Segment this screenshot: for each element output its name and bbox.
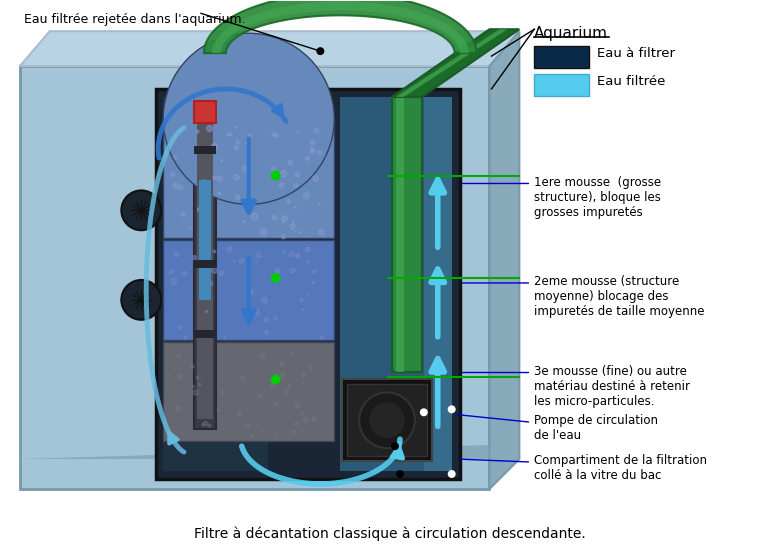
Bar	[199, 180, 211, 300]
Circle shape	[163, 33, 335, 205]
Text: Eau filtrée rejetée dans l'aquarium.: Eau filtrée rejetée dans l'aquarium.	[24, 13, 246, 26]
Bar	[163, 97, 268, 471]
Polygon shape	[490, 31, 519, 489]
Bar	[340, 97, 452, 471]
Polygon shape	[212, 2, 469, 53]
Circle shape	[448, 470, 456, 478]
Bar	[194, 146, 216, 153]
Polygon shape	[392, 97, 422, 371]
Bar	[163, 342, 335, 441]
Bar	[424, 97, 452, 471]
Bar	[534, 74, 589, 96]
Bar	[194, 260, 216, 268]
Text: Eau filtrée: Eau filtrée	[597, 75, 665, 88]
Polygon shape	[392, 29, 519, 97]
Circle shape	[396, 470, 404, 478]
Bar	[194, 329, 216, 338]
Circle shape	[122, 280, 161, 320]
Text: 1ere mousse  (grosse
structure), bloque les
grosses impuretés: 1ere mousse (grosse structure), bloque l…	[534, 175, 661, 218]
Bar	[396, 97, 404, 371]
Bar	[342, 379, 432, 461]
Circle shape	[369, 403, 405, 438]
Bar	[194, 101, 216, 429]
Circle shape	[122, 190, 161, 230]
Bar	[194, 101, 216, 123]
Circle shape	[317, 47, 324, 55]
Polygon shape	[156, 89, 459, 479]
Circle shape	[271, 273, 281, 283]
Polygon shape	[20, 66, 490, 489]
Polygon shape	[204, 0, 477, 53]
Text: Compartiment de la filtration
collé à la vitre du bac: Compartiment de la filtration collé à la…	[534, 454, 707, 482]
Polygon shape	[20, 31, 519, 66]
Circle shape	[420, 408, 427, 416]
Circle shape	[359, 392, 415, 448]
Text: Aquarium: Aquarium	[534, 26, 608, 41]
Circle shape	[271, 375, 281, 384]
Circle shape	[391, 442, 399, 450]
Bar	[197, 111, 213, 419]
Bar	[347, 384, 427, 456]
Bar	[163, 240, 335, 340]
Circle shape	[271, 170, 281, 180]
Text: Filtre à décantation classique à circulation descendante.: Filtre à décantation classique à circula…	[194, 526, 586, 541]
Text: Eau à filtrer: Eau à filtrer	[597, 47, 675, 60]
Circle shape	[448, 405, 456, 413]
Bar	[163, 119, 335, 238]
Text: 2eme mousse (structure
moyenne) blocage des
impuretés de taille moyenne: 2eme mousse (structure moyenne) blocage …	[534, 275, 705, 318]
Text: 3e mousse (fine) ou autre
matériau destiné à retenir
les micro-particules.: 3e mousse (fine) ou autre matériau desti…	[534, 365, 690, 408]
Text: Pompe de circulation
de l'eau: Pompe de circulation de l'eau	[534, 414, 658, 442]
Polygon shape	[20, 444, 519, 459]
Bar	[534, 46, 589, 68]
Polygon shape	[396, 29, 508, 97]
